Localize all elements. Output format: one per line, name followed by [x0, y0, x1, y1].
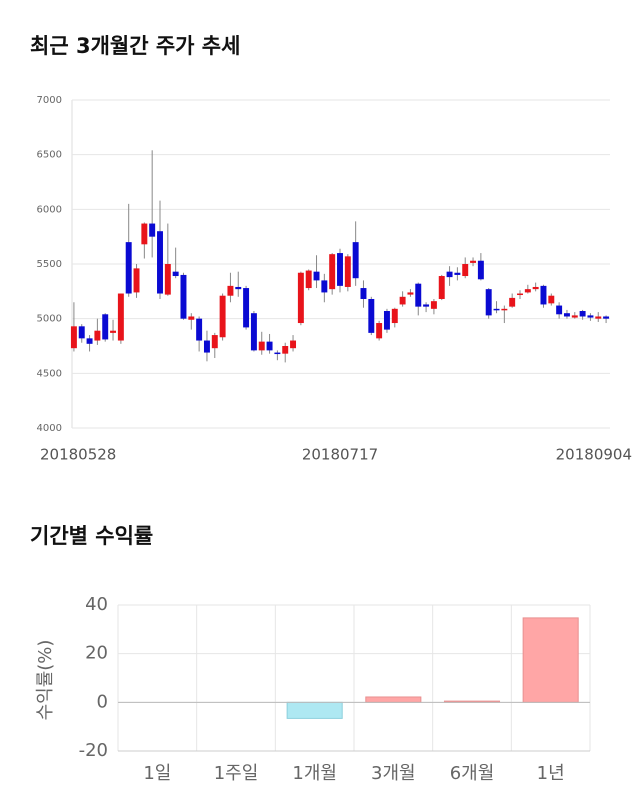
candle-body [376, 323, 383, 339]
candle-body [274, 352, 281, 355]
bar [522, 617, 579, 703]
candle-body [501, 308, 508, 311]
y-tick-label: 6500 [37, 150, 62, 161]
candle-body [141, 223, 148, 245]
y-tick-label: 5000 [37, 314, 62, 325]
candle-body [579, 311, 586, 317]
candle-body [477, 260, 484, 280]
x-tick-label: 20180528 [40, 446, 116, 464]
candle-body [571, 315, 578, 318]
candle-body [94, 330, 101, 341]
candle-body [540, 285, 547, 305]
candle-body [266, 341, 273, 351]
candle-body [485, 289, 492, 316]
candle-body [235, 286, 242, 290]
x-tick-label: 6개월 [450, 763, 495, 784]
y-tick-label: 0 [97, 691, 108, 712]
candle-body [446, 271, 453, 278]
y-tick-label: 4500 [37, 368, 62, 379]
candle-body [344, 256, 351, 287]
candle-body [133, 268, 140, 293]
y-tick-label: 20 [85, 643, 108, 664]
y-tick-label: 6000 [37, 204, 62, 215]
candle-body [595, 316, 602, 319]
candle-body [125, 242, 132, 294]
candle-body [70, 326, 77, 349]
candle-body [603, 316, 610, 319]
x-tick-label: 1일 [143, 763, 171, 784]
candle-body [258, 341, 265, 351]
candle-body [493, 308, 500, 311]
candle-body [86, 338, 93, 344]
candle-body [188, 316, 195, 320]
x-tick-label: 1개월 [292, 763, 337, 784]
candle-body [282, 346, 289, 354]
candle-body [78, 326, 85, 339]
candle-body [180, 274, 187, 319]
candle-body [563, 313, 570, 317]
candle-body [321, 280, 328, 293]
y-tick-label: 5500 [37, 259, 62, 270]
candle-body [517, 293, 523, 296]
candle-body [297, 272, 304, 324]
candle-body [407, 292, 414, 295]
candle-body [391, 308, 398, 324]
candle-body [462, 264, 469, 277]
bar [286, 701, 343, 719]
candle-body [290, 340, 297, 349]
candle-body [329, 254, 336, 290]
x-tick-label: 1주일 [214, 763, 259, 784]
y-tick-label: 7000 [37, 95, 62, 106]
chart-title: 기간별 수익률 [30, 524, 153, 548]
candle-body [203, 340, 210, 353]
candle-body [149, 223, 156, 237]
candle-body [430, 301, 437, 309]
candle-body [102, 314, 109, 340]
candle-body [305, 270, 312, 289]
y-axis-label: 수익률(%) [35, 640, 56, 721]
candle-body [548, 295, 555, 304]
candle-body [313, 271, 320, 281]
y-tick-label: -20 [79, 740, 108, 761]
candle-body [454, 272, 461, 275]
y-tick-label: 4000 [37, 423, 62, 434]
chart-title: 최근 3개월간 주가 추세 [30, 34, 240, 58]
candle-body [524, 289, 531, 293]
candle-body [556, 305, 563, 315]
candle-body [509, 297, 516, 307]
candle-body [117, 293, 124, 341]
candle-body [360, 288, 367, 299]
candle-body [415, 283, 422, 307]
x-tick-label: 3개월 [371, 763, 416, 784]
candle-body [399, 296, 406, 305]
candle-body [219, 295, 226, 338]
candle-body [211, 335, 218, 349]
candle-body [532, 286, 539, 290]
bar [365, 696, 422, 703]
candle-body [423, 304, 430, 307]
candle-body [383, 311, 390, 330]
x-tick-label: 20180904 [556, 446, 632, 464]
candle-body [172, 271, 179, 277]
x-tick-label: 1년 [537, 763, 565, 784]
candle-body [250, 313, 257, 351]
candle-body [438, 276, 445, 299]
candle-body [164, 264, 171, 295]
candle-body [243, 288, 250, 328]
candle-body [337, 253, 343, 286]
candle-body [352, 242, 359, 279]
candle-body [227, 285, 234, 296]
candle-body [470, 260, 477, 263]
candle-body [587, 315, 594, 318]
candle-body [157, 231, 163, 294]
candle-body [110, 330, 117, 333]
candle-body [368, 298, 375, 333]
y-tick-label: 40 [85, 594, 108, 615]
x-tick-label: 20180717 [302, 446, 378, 464]
candle-body [196, 318, 203, 341]
